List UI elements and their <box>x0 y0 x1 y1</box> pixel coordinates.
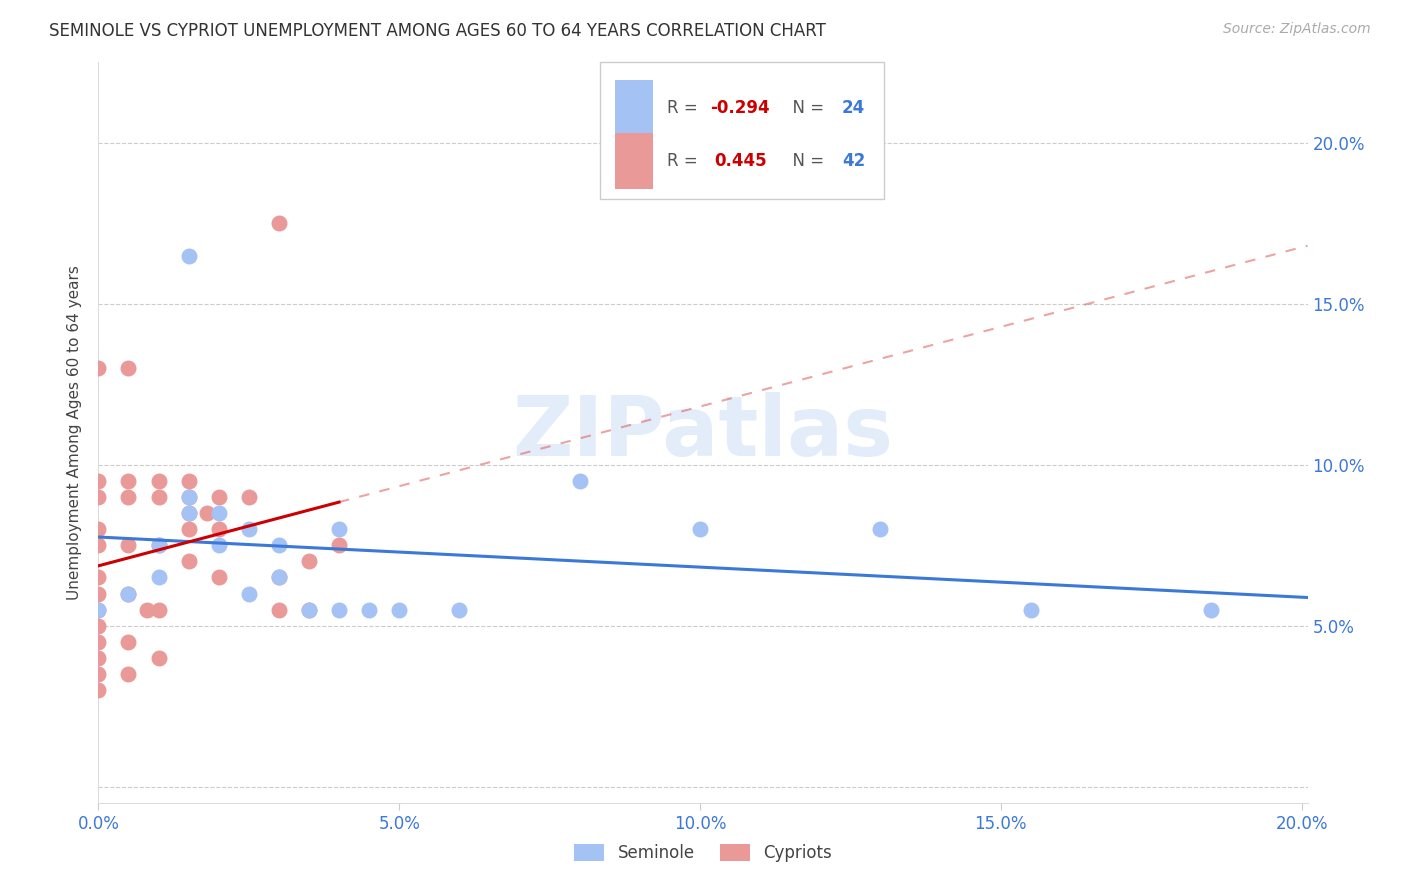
Point <box>117 474 139 488</box>
Point <box>238 490 260 504</box>
Point <box>87 586 110 600</box>
Point <box>148 570 170 584</box>
Point <box>87 490 110 504</box>
Y-axis label: Unemployment Among Ages 60 to 64 years: Unemployment Among Ages 60 to 64 years <box>67 265 83 600</box>
Point <box>148 490 170 504</box>
Point <box>328 602 350 616</box>
Point <box>359 602 381 616</box>
Point <box>177 506 200 520</box>
Point <box>87 619 110 633</box>
Point <box>148 474 170 488</box>
Point <box>298 602 321 616</box>
Point <box>177 490 200 504</box>
Point <box>568 474 591 488</box>
FancyBboxPatch shape <box>614 80 654 136</box>
Point <box>449 602 471 616</box>
Point <box>87 570 110 584</box>
Point <box>177 490 200 504</box>
Point <box>177 249 200 263</box>
Text: Source: ZipAtlas.com: Source: ZipAtlas.com <box>1223 22 1371 37</box>
Text: 24: 24 <box>842 99 865 117</box>
Point <box>87 602 110 616</box>
Text: N =: N = <box>782 152 830 170</box>
Point <box>195 506 218 520</box>
Text: SEMINOLE VS CYPRIOT UNEMPLOYMENT AMONG AGES 60 TO 64 YEARS CORRELATION CHART: SEMINOLE VS CYPRIOT UNEMPLOYMENT AMONG A… <box>49 22 827 40</box>
Point <box>869 522 891 536</box>
Point <box>87 651 110 665</box>
Point <box>148 538 170 552</box>
Point <box>328 522 350 536</box>
Point <box>87 683 110 698</box>
Point <box>148 538 170 552</box>
FancyBboxPatch shape <box>614 133 654 189</box>
Point <box>208 506 231 520</box>
Text: R =: R = <box>666 99 703 117</box>
Point <box>208 522 231 536</box>
Point <box>298 602 321 616</box>
Point <box>267 216 290 230</box>
Point <box>117 538 139 552</box>
Point <box>208 538 231 552</box>
Point <box>117 586 139 600</box>
Text: 0.445: 0.445 <box>714 152 766 170</box>
Point <box>298 554 321 568</box>
Point <box>388 602 411 616</box>
Point <box>267 602 290 616</box>
Point <box>267 570 290 584</box>
Text: N =: N = <box>782 99 830 117</box>
Point <box>117 667 139 681</box>
Point <box>117 586 139 600</box>
Text: 42: 42 <box>842 152 865 170</box>
Point <box>208 570 231 584</box>
Point <box>177 554 200 568</box>
Point <box>87 522 110 536</box>
Text: ZIPatlas: ZIPatlas <box>513 392 893 473</box>
Point <box>238 586 260 600</box>
Point <box>177 474 200 488</box>
Point <box>238 522 260 536</box>
Point <box>87 361 110 376</box>
Point <box>135 602 157 616</box>
Point <box>689 522 711 536</box>
Point <box>87 474 110 488</box>
Point <box>328 538 350 552</box>
FancyBboxPatch shape <box>600 62 884 200</box>
Point <box>267 570 290 584</box>
Point <box>177 506 200 520</box>
Point <box>267 538 290 552</box>
Point <box>87 667 110 681</box>
Legend: Seminole, Cypriots: Seminole, Cypriots <box>568 837 838 869</box>
Point <box>87 602 110 616</box>
Text: -0.294: -0.294 <box>710 99 770 117</box>
Point <box>148 602 170 616</box>
Point <box>1201 602 1223 616</box>
Point <box>148 651 170 665</box>
Point <box>1019 602 1042 616</box>
Point <box>87 635 110 649</box>
Point <box>117 635 139 649</box>
Text: R =: R = <box>666 152 709 170</box>
Point <box>117 361 139 376</box>
Point <box>87 538 110 552</box>
Point <box>177 522 200 536</box>
Point <box>117 490 139 504</box>
Point <box>208 490 231 504</box>
